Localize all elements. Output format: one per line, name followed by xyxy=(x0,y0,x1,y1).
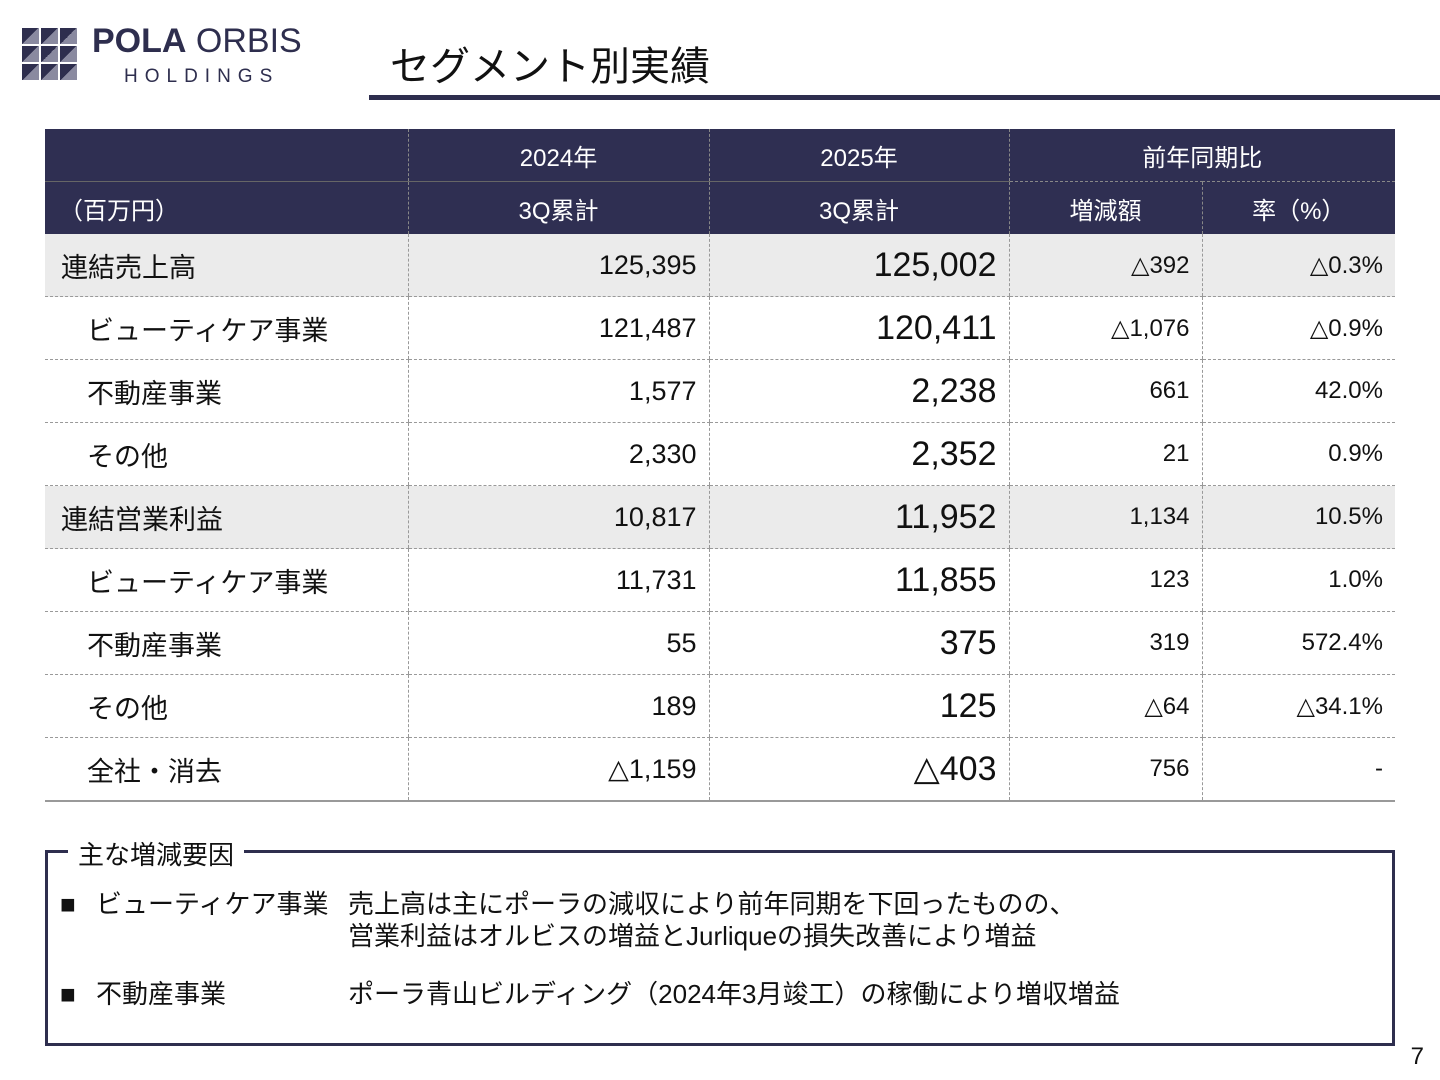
header-2025: 2025年 xyxy=(708,129,1009,182)
value-2024: 10,817 xyxy=(407,485,709,549)
value-2024: 2,330 xyxy=(407,422,709,486)
value-rate: - xyxy=(1201,737,1395,802)
table-row: ビューティケア事業 121,487 120,411 △1,076 △0.9% xyxy=(45,296,1395,360)
logo-name: POLA ORBIS xyxy=(92,22,302,60)
value-2024: 125,395 xyxy=(407,234,709,297)
factor-text: ポーラ青山ビルディング（2024年3月竣工）の稼働により増収増益 xyxy=(348,979,1120,1009)
row-label: 全社・消去 xyxy=(45,737,408,802)
value-diff: 756 xyxy=(1008,737,1202,802)
header-q2024: 3Q累計 xyxy=(407,181,709,234)
value-2024: 55 xyxy=(407,611,709,675)
company-logo: POLA ORBIS HOLDINGS xyxy=(22,22,342,88)
value-2024: 11,731 xyxy=(407,548,709,612)
table-row: 連結売上高 125,395 125,002 △392 △0.3% xyxy=(45,234,1395,297)
value-2025: △403 xyxy=(708,737,1009,802)
factors-heading: 主な増減要因 xyxy=(68,835,245,872)
header-rate: 率（%） xyxy=(1201,181,1395,234)
value-diff: 123 xyxy=(1008,548,1202,612)
value-rate: △0.9% xyxy=(1201,296,1395,360)
factors-box xyxy=(45,850,1395,1046)
value-diff: △392 xyxy=(1008,234,1202,297)
value-2025: 2,238 xyxy=(708,359,1009,423)
factor-text: 営業利益はオルビスの増益とJurliqueの損失改善により増益 xyxy=(348,921,1037,951)
value-diff: 1,134 xyxy=(1008,485,1202,549)
row-label: ビューティケア事業 xyxy=(45,296,408,360)
page-title: セグメント別実績 xyxy=(390,45,710,89)
value-rate: △0.3% xyxy=(1201,234,1395,297)
header-empty xyxy=(45,129,408,182)
table-row: 不動産事業 1,577 2,238 661 42.0% xyxy=(45,359,1395,423)
value-2025: 125,002 xyxy=(708,234,1009,297)
table-row: 全社・消去 △1,159 △403 756- xyxy=(45,737,1395,802)
value-diff: 319 xyxy=(1008,611,1202,675)
row-label: 不動産事業 xyxy=(45,359,408,423)
value-diff: △1,076 xyxy=(1008,296,1202,360)
header-q2025: 3Q累計 xyxy=(708,181,1009,234)
value-2024: 1,577 xyxy=(407,359,709,423)
value-2025: 2,352 xyxy=(708,422,1009,486)
value-2024: △1,159 xyxy=(407,737,709,802)
value-2025: 11,952 xyxy=(708,485,1009,549)
factor-text: 売上高は主にポーラの減収により前年同期を下回ったものの、 xyxy=(348,889,1076,919)
row-label: 連結営業利益 xyxy=(45,485,408,549)
table-row: ビューティケア事業 11,731 11,855 123 1.0% xyxy=(45,548,1395,612)
value-rate: △34.1% xyxy=(1201,674,1395,738)
factor-bullet: ■ xyxy=(60,979,76,1009)
title-underline xyxy=(369,95,1440,100)
row-label: ビューティケア事業 xyxy=(45,548,408,612)
value-2025: 11,855 xyxy=(708,548,1009,612)
row-label: 不動産事業 xyxy=(45,611,408,675)
factor-segment: ビューティケア事業 xyxy=(96,889,329,919)
row-label: 連結売上高 xyxy=(45,234,408,297)
header-unit: （百万円） xyxy=(45,181,408,234)
value-2024: 189 xyxy=(407,674,709,738)
table-row: 連結営業利益 10,817 11,952 1,134 10.5% xyxy=(45,485,1395,549)
value-rate: 1.0% xyxy=(1201,548,1395,612)
logo-sub: HOLDINGS xyxy=(124,66,280,87)
page-number: 7 xyxy=(1410,1043,1424,1070)
header-2024: 2024年 xyxy=(407,129,709,182)
value-rate: 10.5% xyxy=(1201,485,1395,549)
value-diff: 661 xyxy=(1008,359,1202,423)
table-row: 不動産事業 55 375 319 572.4% xyxy=(45,611,1395,675)
value-2025: 120,411 xyxy=(708,296,1009,360)
table-row: その他 2,330 2,352 21 0.9% xyxy=(45,422,1395,486)
value-2024: 121,487 xyxy=(407,296,709,360)
logo-mark-icon xyxy=(22,28,77,80)
value-rate: 0.9% xyxy=(1201,422,1395,486)
value-diff: 21 xyxy=(1008,422,1202,486)
value-diff: △64 xyxy=(1008,674,1202,738)
header-diff: 増減額 xyxy=(1008,181,1202,234)
segment-table: 2024年 2025年 前年同期比 （百万円） 3Q累計 3Q累計 増減額 率（… xyxy=(45,129,1395,802)
row-label: その他 xyxy=(45,674,408,738)
value-2025: 125 xyxy=(708,674,1009,738)
row-label: その他 xyxy=(45,422,408,486)
value-2025: 375 xyxy=(708,611,1009,675)
value-rate: 42.0% xyxy=(1201,359,1395,423)
factor-segment: 不動産事業 xyxy=(96,979,227,1009)
header-yoy: 前年同期比 xyxy=(1008,129,1395,182)
value-rate: 572.4% xyxy=(1201,611,1395,675)
factor-bullet: ■ xyxy=(60,889,76,919)
table-row: その他 189 125 △64 △34.1% xyxy=(45,674,1395,738)
